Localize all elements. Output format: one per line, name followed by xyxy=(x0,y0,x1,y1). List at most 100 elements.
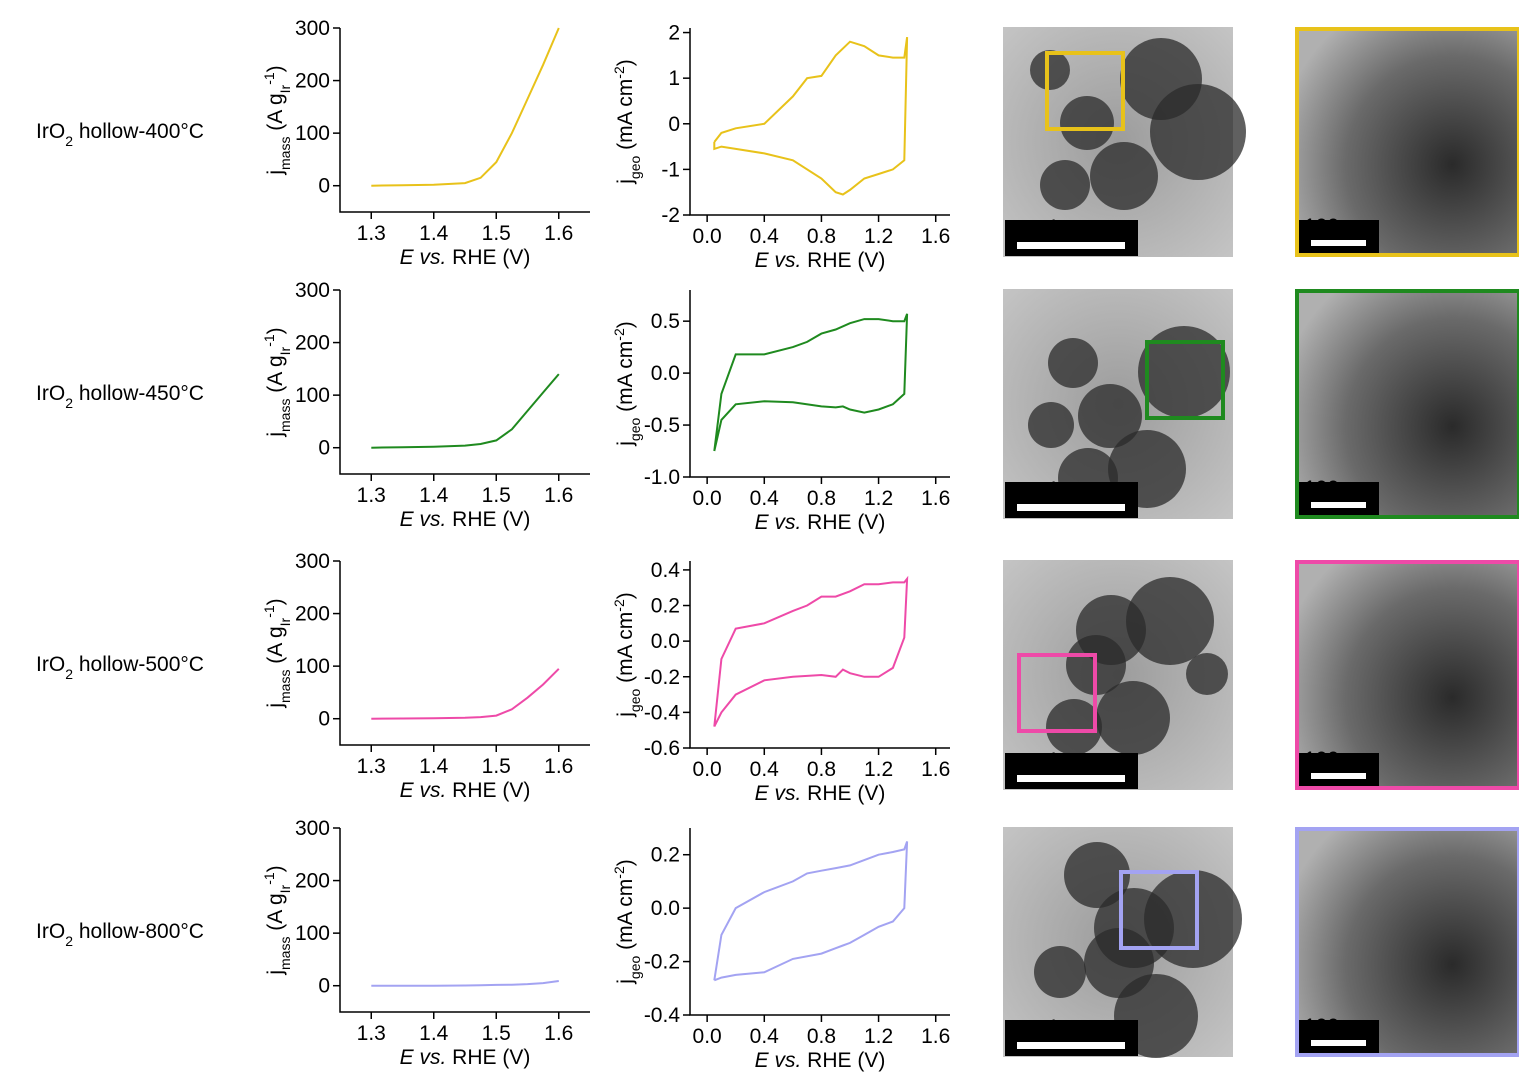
y-tick-label: 300 xyxy=(295,17,330,40)
x-axis-label: E vs. RHE (V) xyxy=(755,782,886,805)
y-axis-label: jgeo (mA cm-2) xyxy=(611,321,643,446)
scale-bar-label: 100 nm xyxy=(1304,748,1374,771)
y-tick-label: 0.4 xyxy=(651,559,681,582)
text-part: geo xyxy=(627,417,643,441)
y-tick-label: 0.2 xyxy=(651,595,680,618)
zoom-box xyxy=(1145,340,1225,420)
zoom-image xyxy=(1295,827,1519,1057)
text-part: ) xyxy=(614,59,637,66)
x-axis-label: E vs. RHE (V) xyxy=(755,511,886,534)
y-tick-label: -0.6 xyxy=(644,737,680,760)
y-tick-label: 0.0 xyxy=(651,630,680,653)
text-part: Ir xyxy=(277,884,293,893)
x-tick-label: 0.8 xyxy=(807,225,836,248)
particle xyxy=(1030,50,1070,90)
x-tick-label: 1.6 xyxy=(921,225,950,248)
text-part: -1 xyxy=(261,72,277,85)
particle xyxy=(1078,384,1142,448)
x-tick-label: 0.0 xyxy=(693,758,722,781)
data-line xyxy=(713,36,909,196)
text-part: E vs. xyxy=(400,1046,447,1069)
scale-bar xyxy=(1311,1040,1366,1046)
text-part: -2 xyxy=(611,866,627,879)
y-axis-label: jmass (A gIr-1) xyxy=(261,598,293,708)
y-axis-label: jgeo (mA cm-2) xyxy=(611,59,643,184)
text-part: RHE (V) xyxy=(446,1046,530,1069)
y-axis-label: jgeo (mA cm-2) xyxy=(611,859,643,984)
y-tick-label: 200 xyxy=(295,870,330,893)
x-tick-label: 0.4 xyxy=(750,487,780,510)
x-tick-label: 1.4 xyxy=(419,222,449,245)
particle xyxy=(1138,326,1230,418)
x-tick-label: 1.4 xyxy=(419,484,449,507)
particle xyxy=(1094,888,1174,968)
x-tick-label: 0.8 xyxy=(807,487,836,510)
text-part: geo xyxy=(627,955,643,979)
text-part: hollow-450°C xyxy=(73,382,204,405)
y-tick-label: -0.2 xyxy=(644,666,680,689)
text-part: j xyxy=(264,970,287,976)
text-part: 2 xyxy=(65,395,73,411)
zoom-image xyxy=(1295,560,1519,790)
x-tick-label: 1.6 xyxy=(921,487,950,510)
text-part: (A g xyxy=(264,626,287,669)
text-part: j xyxy=(264,703,287,709)
scale-bar-label: 1 µm xyxy=(1047,749,1094,772)
text-part: (mA cm xyxy=(614,612,637,689)
x-axis-label: E vs. RHE (V) xyxy=(400,779,531,802)
y-tick-label: 0 xyxy=(668,113,680,136)
x-tick-label: 0.4 xyxy=(750,225,780,248)
zoom-box xyxy=(1119,870,1199,950)
scale-bar-label: 1 µm xyxy=(1047,216,1094,239)
y-tick-label: 0 xyxy=(318,437,330,460)
y-axis-label: jmass (A gIr-1) xyxy=(261,65,293,175)
x-tick-label: 1.2 xyxy=(864,758,893,781)
text-part: -2 xyxy=(611,66,627,79)
scale-bar xyxy=(1017,504,1125,511)
text-part: j xyxy=(614,712,637,718)
text-part: E vs. xyxy=(400,246,447,269)
x-tick-label: 1.5 xyxy=(482,222,511,245)
text-part: RHE (V) xyxy=(801,249,885,272)
x-tick-label: 1.5 xyxy=(482,484,511,507)
text-part: ) xyxy=(264,65,287,72)
x-axis-label: E vs. RHE (V) xyxy=(755,1049,886,1072)
scale-bar xyxy=(1311,240,1366,246)
x-tick-label: 1.4 xyxy=(419,1022,449,1045)
particle xyxy=(1064,842,1130,908)
x-tick-label: 1.6 xyxy=(544,222,573,245)
y-tick-label: 0.5 xyxy=(651,310,680,333)
x-axis-label: E vs. RHE (V) xyxy=(400,246,531,269)
text-part: ) xyxy=(614,592,637,599)
y-tick-label: 0 xyxy=(318,975,330,998)
text-part: (A g xyxy=(264,93,287,136)
text-part: -1 xyxy=(261,334,277,347)
particle xyxy=(1028,402,1074,448)
y-tick-label: -1.0 xyxy=(644,466,680,489)
scale-bar-label: 1 µm xyxy=(1047,478,1094,501)
scale-bar xyxy=(1017,242,1125,249)
row-label: IrO2 hollow-800°C xyxy=(36,920,204,949)
text-part: (A g xyxy=(264,893,287,936)
text-part: (mA cm xyxy=(614,879,637,956)
text-part: -1 xyxy=(261,872,277,885)
text-part: j xyxy=(614,441,637,447)
text-part: RHE (V) xyxy=(801,782,885,805)
particle xyxy=(1034,946,1086,998)
y-tick-label: 200 xyxy=(295,70,330,93)
text-part: E vs. xyxy=(755,782,802,805)
text-part: ) xyxy=(614,321,637,328)
text-part: Ir xyxy=(277,346,293,355)
y-tick-label: -0.2 xyxy=(644,951,680,974)
scale-bar-bg xyxy=(1005,1020,1138,1056)
scale-bar-bg xyxy=(1005,482,1138,518)
text-part: (mA cm xyxy=(614,341,637,418)
scale-bar-bg xyxy=(1005,220,1138,256)
text-part: (A g xyxy=(264,355,287,398)
particle xyxy=(1096,681,1170,755)
text-part: hollow-500°C xyxy=(73,653,204,676)
scale-bar xyxy=(1017,775,1125,782)
text-part: geo xyxy=(627,155,643,179)
x-tick-label: 0.8 xyxy=(807,1025,836,1048)
text-part: RHE (V) xyxy=(446,508,530,531)
